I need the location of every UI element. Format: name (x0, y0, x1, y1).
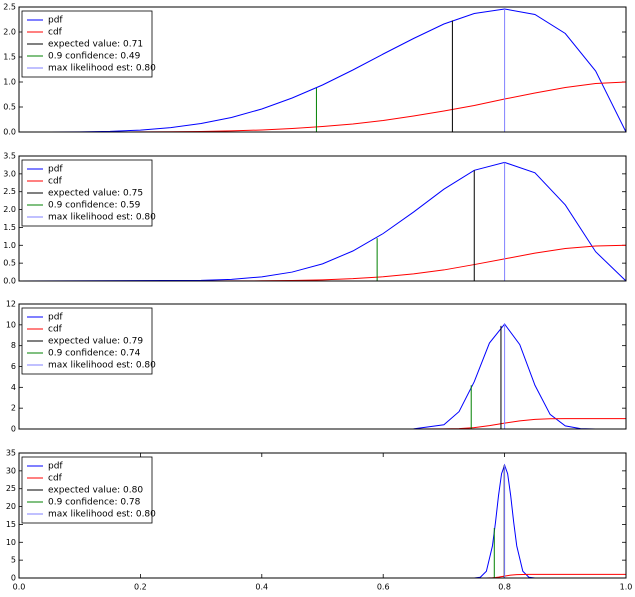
series-line (19, 418, 626, 430)
legend-label: cdf (48, 28, 63, 38)
x-tick-label: 1.0 (620, 583, 633, 592)
y-tick-label: 6 (11, 362, 16, 371)
y-tick-label: 20 (6, 502, 16, 511)
legend-label: pdf (48, 16, 63, 26)
legend-label: max likelihood est: 0.80 (48, 64, 156, 74)
x-tick-label: 0.8 (498, 583, 511, 592)
subplot: 0.0 0.5 1.0 1.5 2.0 2.5 3.0 3.5 pdf cdf expected v… (3, 152, 627, 286)
y-tick-label: 15 (6, 520, 16, 529)
y-tick-label: 12 (6, 300, 16, 309)
subplot: 0.0 0.5 1.0 1.5 2.0 2.5 pdf cdf expected value: … (3, 3, 627, 137)
y-tick-label: 1.5 (3, 53, 16, 62)
series-line (19, 463, 626, 579)
legend-label: pdf (48, 462, 63, 472)
y-tick-label: 2.5 (3, 187, 16, 196)
legend-label: cdf (48, 474, 63, 484)
y-tick-label: 4 (11, 383, 16, 392)
legend-label: 0.9 confidence: 0.78 (48, 498, 141, 508)
series-line (18, 8, 627, 133)
y-tick-label: 10 (6, 538, 16, 547)
y-tick-label: 0.5 (3, 103, 16, 112)
legend-label: expected value: 0.79 (48, 337, 143, 347)
y-tick-label: 2.5 (3, 3, 16, 12)
legend-label: pdf (48, 313, 63, 323)
plot-frame (18, 452, 627, 579)
x-tick-label: 0.6 (377, 583, 390, 592)
y-tick-label: 2 (11, 404, 16, 413)
series-line (19, 81, 627, 133)
y-tick-label: 30 (6, 466, 16, 475)
y-tick-label: 0 (11, 574, 16, 583)
legend-box (21, 159, 153, 227)
legend: pdf cdf expected value: 0.79 0.9 confidence… (21, 307, 156, 375)
series-line (19, 573, 626, 579)
legend-label: pdf (48, 165, 63, 175)
y-tick-label: 5 (11, 556, 16, 565)
y-tick-label: 1.0 (3, 78, 16, 87)
legend-label: expected value: 0.80 (48, 486, 143, 496)
legend-label: cdf (48, 325, 63, 335)
legend-label: 0.9 confidence: 0.49 (48, 52, 141, 62)
y-tick-label: 25 (6, 484, 16, 493)
subplot: 0 5 10 15 20 25 30 35 0.0 0.2 0.4 0.6 0.8 1.0 pdf cdf ex… (6, 449, 633, 592)
legend-label: max likelihood est: 0.80 (48, 361, 156, 371)
legend-label: 0.9 confidence: 0.74 (48, 349, 141, 359)
plot-frame (18, 155, 627, 282)
series-line (19, 323, 626, 430)
legend-box (21, 10, 153, 78)
y-tick-label: 2.0 (3, 28, 16, 37)
legend: pdf cdf expected value: 0.80 0.9 confidence… (21, 456, 156, 524)
legend: pdf cdf expected value: 0.75 0.9 confidence… (21, 159, 156, 227)
series-line (18, 161, 627, 282)
legend-label: 0.9 confidence: 0.59 (48, 201, 141, 211)
plot-frame (18, 6, 627, 133)
y-tick-label: 0.0 (3, 128, 16, 137)
legend: pdf cdf expected value: 0.71 0.9 confidence… (21, 10, 156, 78)
y-tick-label: 1.5 (3, 223, 16, 232)
y-tick-label: 35 (6, 449, 16, 458)
y-tick-label: 1.0 (3, 241, 16, 250)
legend-label: max likelihood est: 0.80 (48, 213, 156, 223)
legend-label: expected value: 0.71 (48, 40, 143, 50)
series-line (18, 244, 627, 282)
y-tick-label: 0.0 (3, 277, 16, 286)
y-tick-label: 3.5 (3, 152, 16, 161)
x-tick-label: 0.4 (255, 583, 268, 592)
x-tick-label: 0.2 (134, 583, 147, 592)
legend-label: expected value: 0.75 (48, 189, 143, 199)
legend-box (21, 307, 153, 375)
legend-label: max likelihood est: 0.80 (48, 510, 156, 520)
plot-frame (18, 303, 627, 430)
y-tick-label: 0 (11, 425, 16, 434)
subplot: 0 2 4 6 8 10 12 pdf cdf expected value: 0.79 0.9 c… (6, 300, 627, 434)
y-tick-label: 10 (6, 320, 16, 329)
y-tick-label: 3.0 (3, 169, 16, 178)
y-tick-label: 8 (11, 341, 16, 350)
y-tick-label: 0.5 (3, 259, 16, 268)
x-tick-label: 0.0 (13, 583, 26, 592)
legend-box (21, 456, 153, 524)
y-tick-label: 2.0 (3, 205, 16, 214)
legend-label: cdf (48, 177, 63, 187)
